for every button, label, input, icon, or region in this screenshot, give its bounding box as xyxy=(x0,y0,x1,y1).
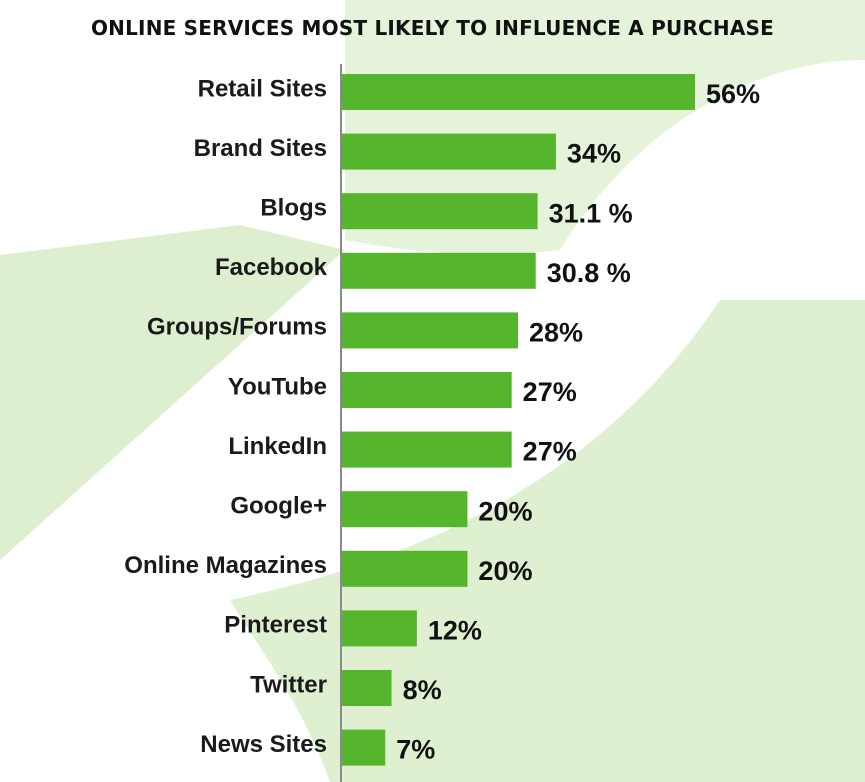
value-label: 20% xyxy=(478,556,532,586)
category-label: Groups/Forums xyxy=(147,314,327,341)
category-label: Brand Sites xyxy=(194,135,327,162)
category-label: Facebook xyxy=(215,254,328,281)
bars-layer: Retail Sites 56% Brand Sites 34% Blogs 31.1 %… xyxy=(124,74,760,766)
bar-linkedin xyxy=(341,431,512,468)
bar-groups-forums xyxy=(341,312,518,349)
value-label: 8% xyxy=(403,675,442,705)
category-label: Twitter xyxy=(250,671,327,698)
bar-news-sites xyxy=(341,729,386,766)
value-label: 34% xyxy=(567,139,621,169)
bar-online-magazines xyxy=(341,550,468,587)
bar-google- xyxy=(341,491,468,528)
chart-title: ONLINE SERVICES MOST LIKELY TO INFLUENCE… xyxy=(90,16,775,40)
value-label: 56% xyxy=(706,79,760,109)
category-label: Blogs xyxy=(260,195,327,222)
category-label: LinkedIn xyxy=(228,433,327,460)
value-label: 27% xyxy=(523,377,577,407)
bar-youtube xyxy=(341,372,512,408)
bar-retail-sites xyxy=(341,74,695,110)
background-arrow-left xyxy=(0,225,345,560)
value-label: 20% xyxy=(478,496,532,526)
value-label: 12% xyxy=(428,616,482,646)
bar-brand-sites xyxy=(341,133,556,170)
category-label: Online Magazines xyxy=(124,552,327,579)
background-swoosh-top xyxy=(345,0,865,255)
value-label: 27% xyxy=(523,437,577,467)
category-label: Retail Sites xyxy=(198,75,327,102)
bar-facebook xyxy=(341,252,536,289)
value-label: 31.1 % xyxy=(549,198,633,228)
value-label: 28% xyxy=(529,318,583,348)
value-label: 7% xyxy=(396,735,435,765)
category-label: Pinterest xyxy=(224,612,327,639)
category-label: YouTube xyxy=(228,373,327,400)
value-label: 30.8 % xyxy=(547,258,631,288)
bar-pinterest xyxy=(341,610,417,647)
bar-blogs xyxy=(341,193,538,230)
background-swoosh-bottom xyxy=(230,300,865,782)
bar-twitter xyxy=(341,670,392,706)
category-label: Google+ xyxy=(230,493,327,520)
category-label: News Sites xyxy=(200,731,327,758)
